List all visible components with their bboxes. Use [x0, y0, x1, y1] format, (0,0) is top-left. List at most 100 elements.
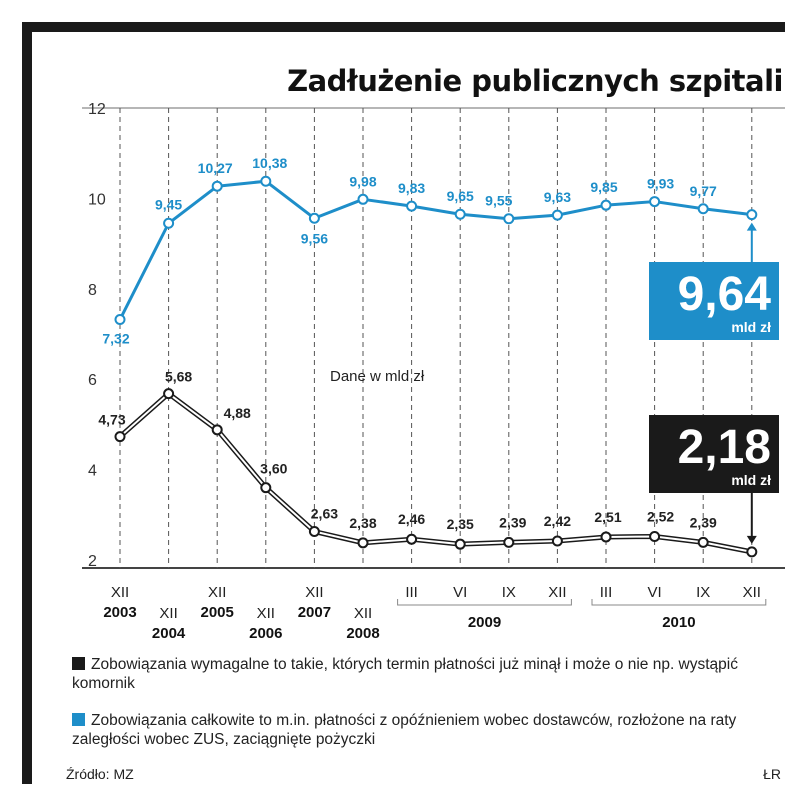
legend-total: Zobowiązania całkowite to m.in. płatnośc…: [72, 711, 792, 749]
series-total-point: [114, 314, 126, 326]
x-year-label: 2006: [249, 625, 282, 642]
data-label-total: 9,55: [485, 193, 512, 209]
series-total-point: [600, 199, 612, 211]
series-total-point: [454, 208, 466, 220]
series-due-point: [551, 535, 563, 547]
data-label-total: 9,63: [544, 189, 571, 205]
data-label-total: 9,83: [398, 180, 425, 196]
data-label-due: 4,73: [98, 412, 125, 428]
series-total-point: [406, 200, 418, 212]
series-total-point: [697, 203, 709, 215]
series-total-point: [211, 180, 223, 192]
callout-due-value: 2,18: [678, 421, 771, 474]
data-label-due: 2,35: [447, 516, 474, 532]
x-year-label: 2005: [201, 604, 234, 621]
series-due-point: [211, 424, 223, 436]
data-label-total: 10,27: [198, 160, 233, 176]
x-tick-label: IX: [696, 584, 710, 601]
year-group-bracket: [591, 599, 767, 606]
data-label-total: 7,32: [102, 331, 129, 347]
x-year-group-label: 2010: [662, 614, 695, 631]
series-total-line: [118, 179, 752, 321]
series-total-point: [503, 213, 515, 225]
series-due-point: [406, 533, 418, 545]
data-label-total: 9,77: [690, 183, 717, 199]
data-label-total: 9,93: [647, 176, 674, 192]
series-due-line-inner: [119, 392, 752, 553]
x-year-label: 2007: [298, 604, 331, 621]
series-due-point: [163, 388, 175, 400]
series-due-point: [308, 526, 320, 538]
legend-total-text: Zobowiązania całkowite to m.in. płatnośc…: [72, 712, 737, 748]
series-total-point: [163, 217, 175, 229]
x-tick-label: III: [405, 584, 418, 601]
x-tick-label: XII: [354, 605, 372, 622]
year-group-bracket: [397, 599, 572, 606]
x-tick-label: IX: [502, 584, 516, 601]
data-label-due: 3,60: [260, 461, 287, 477]
callout-total-unit: mld zł: [731, 319, 771, 335]
chart-subtitle: Dane w mld zł: [330, 368, 425, 385]
data-label-due: 2,39: [690, 514, 717, 530]
series-total-point: [357, 193, 369, 205]
x-tick-label: XII: [548, 584, 566, 601]
series-due-point: [260, 482, 272, 494]
callout-total-value: 9,64: [678, 268, 772, 321]
data-label-due: 4,88: [224, 405, 251, 421]
data-label-due: 5,68: [165, 369, 192, 385]
legend-due-swatch: [72, 657, 85, 670]
data-label-due: 2,46: [398, 511, 425, 527]
y-tick-label: 6: [88, 372, 97, 389]
frame-top-bar: [22, 22, 785, 32]
series-total-point: [551, 209, 563, 221]
series-total-point: [308, 212, 320, 224]
x-year-group-label: 2009: [468, 614, 501, 631]
x-year-label: 2003: [103, 604, 136, 621]
x-tick-label: VI: [453, 584, 467, 601]
series-due-point: [697, 536, 709, 548]
x-tick-label: XII: [305, 584, 323, 601]
callout-total-arrowhead: [746, 222, 757, 231]
series-due-point: [503, 536, 515, 548]
data-label-total: 9,85: [590, 179, 617, 195]
callout-due-arrowhead: [746, 535, 757, 544]
data-label-total: 9,65: [447, 188, 474, 204]
data-label-due: 2,38: [349, 515, 376, 531]
chart-title: Zadłużenie publicznych szpitali: [287, 64, 783, 98]
series-due-point: [600, 531, 612, 543]
data-label-due: 2,63: [311, 506, 338, 522]
data-label-total: 10,38: [252, 155, 287, 171]
data-label-due: 2,42: [544, 513, 571, 529]
series-total-point: [746, 209, 758, 221]
series-due-point: [649, 530, 661, 542]
data-label-due: 2,52: [647, 508, 674, 524]
data-label-due: 2,39: [499, 514, 526, 530]
y-tick-label: 12: [88, 101, 106, 118]
data-label-total: 9,98: [349, 173, 376, 189]
x-tick-label: XII: [743, 584, 761, 601]
data-label-total: 9,56: [301, 230, 328, 246]
y-tick-label: 8: [88, 282, 97, 299]
data-label-due: 2,51: [594, 509, 621, 525]
x-tick-label: III: [600, 584, 613, 601]
x-tick-label: XII: [159, 605, 177, 622]
series-total-point: [649, 196, 661, 208]
callout-due-unit: mld zł: [731, 472, 771, 488]
x-year-label: 2008: [346, 625, 379, 642]
frame-left-bar: [22, 22, 32, 784]
series-total-point: [260, 175, 272, 187]
y-tick-label: 10: [88, 191, 106, 208]
x-tick-label: XII: [111, 584, 129, 601]
legend-due: Zobowiązania wymagalne to takie, których…: [72, 655, 772, 693]
credit-note: ŁR: [763, 766, 781, 782]
legend-total-swatch: [72, 713, 85, 726]
x-tick-label: XII: [257, 605, 275, 622]
x-year-label: 2004: [152, 625, 186, 642]
series-due-point: [114, 431, 126, 443]
data-label-total: 9,45: [155, 196, 182, 212]
series-due-point: [357, 537, 369, 549]
callout-due-box: [649, 415, 779, 493]
y-tick-label: 2: [88, 553, 97, 570]
series-due-point: [454, 538, 466, 550]
